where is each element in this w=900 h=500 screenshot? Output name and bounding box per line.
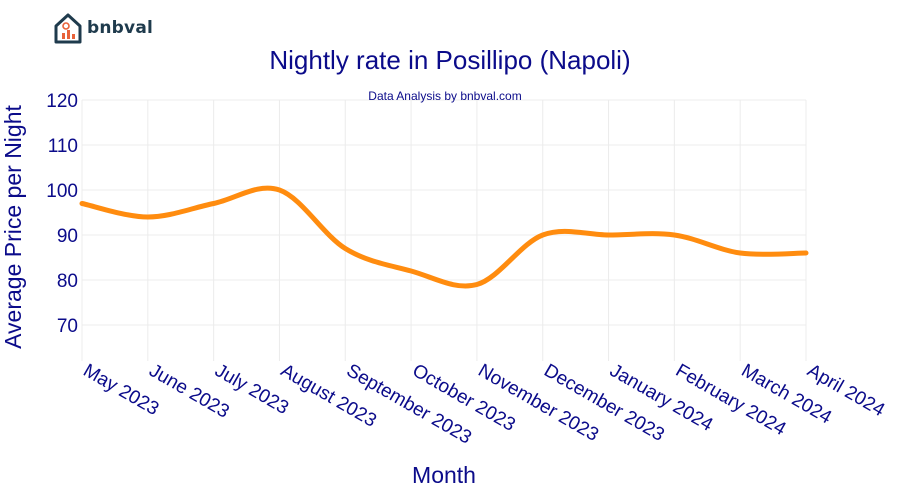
y-tick-label: 110: [48, 136, 78, 157]
series-layer: [79, 185, 809, 289]
series-line: [79, 185, 809, 289]
y-tick-label: 90: [57, 226, 78, 247]
grid-lines: [81, 99, 807, 361]
y-tick-label: 100: [46, 181, 78, 202]
x-axis-label: Month: [412, 462, 476, 488]
brand-name: bnbval: [87, 18, 154, 38]
y-tick-label: 120: [46, 91, 78, 112]
brand-logo: bnbval: [53, 12, 153, 44]
house-chart-icon: [54, 13, 82, 44]
y-axis-label: Average Price per Night: [0, 105, 26, 349]
x-tick-label: February 2024: [672, 360, 790, 440]
y-tick-label: 70: [57, 316, 78, 337]
chart-subtitle: Data Analysis by bnbval.com: [368, 89, 521, 103]
y-tick-labels: 70 80 90 100 110 120: [46, 91, 78, 337]
chart-title: Nightly rate in Posillipo (Napoli): [269, 45, 630, 75]
y-tick-label: 80: [57, 271, 78, 292]
